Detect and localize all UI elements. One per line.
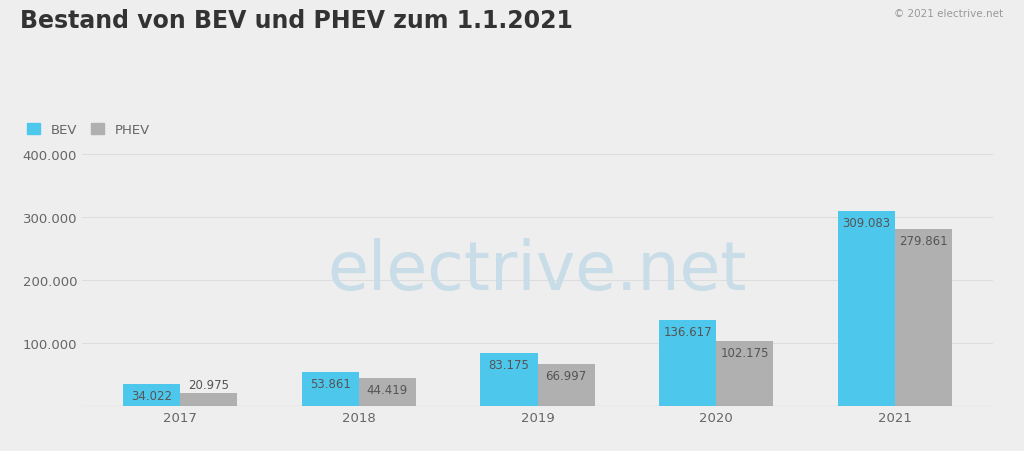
Text: 102.175: 102.175 xyxy=(721,347,769,359)
Bar xyxy=(838,212,895,406)
Text: 20.975: 20.975 xyxy=(188,378,229,391)
Text: 66.997: 66.997 xyxy=(546,369,587,382)
Text: Bestand von BEV und PHEV zum 1.1.2021: Bestand von BEV und PHEV zum 1.1.2021 xyxy=(20,9,573,33)
Text: 309.083: 309.083 xyxy=(843,216,891,230)
Text: 53.861: 53.861 xyxy=(310,377,351,390)
Bar xyxy=(180,393,238,406)
Bar xyxy=(895,230,952,406)
Text: electrive.net: electrive.net xyxy=(328,238,748,304)
Bar xyxy=(358,378,416,406)
Bar xyxy=(123,385,180,406)
Bar xyxy=(538,364,595,406)
Text: 136.617: 136.617 xyxy=(664,325,712,338)
Bar xyxy=(302,372,358,406)
Bar xyxy=(480,354,538,406)
Bar xyxy=(717,341,773,406)
Text: 34.022: 34.022 xyxy=(131,390,172,402)
Text: 279.861: 279.861 xyxy=(899,235,948,248)
Text: © 2021 electrive.net: © 2021 electrive.net xyxy=(894,9,1004,19)
Legend: BEV, PHEV: BEV, PHEV xyxy=(27,124,150,137)
Text: 44.419: 44.419 xyxy=(367,383,409,396)
Text: 83.175: 83.175 xyxy=(488,359,529,372)
Bar xyxy=(659,320,717,406)
